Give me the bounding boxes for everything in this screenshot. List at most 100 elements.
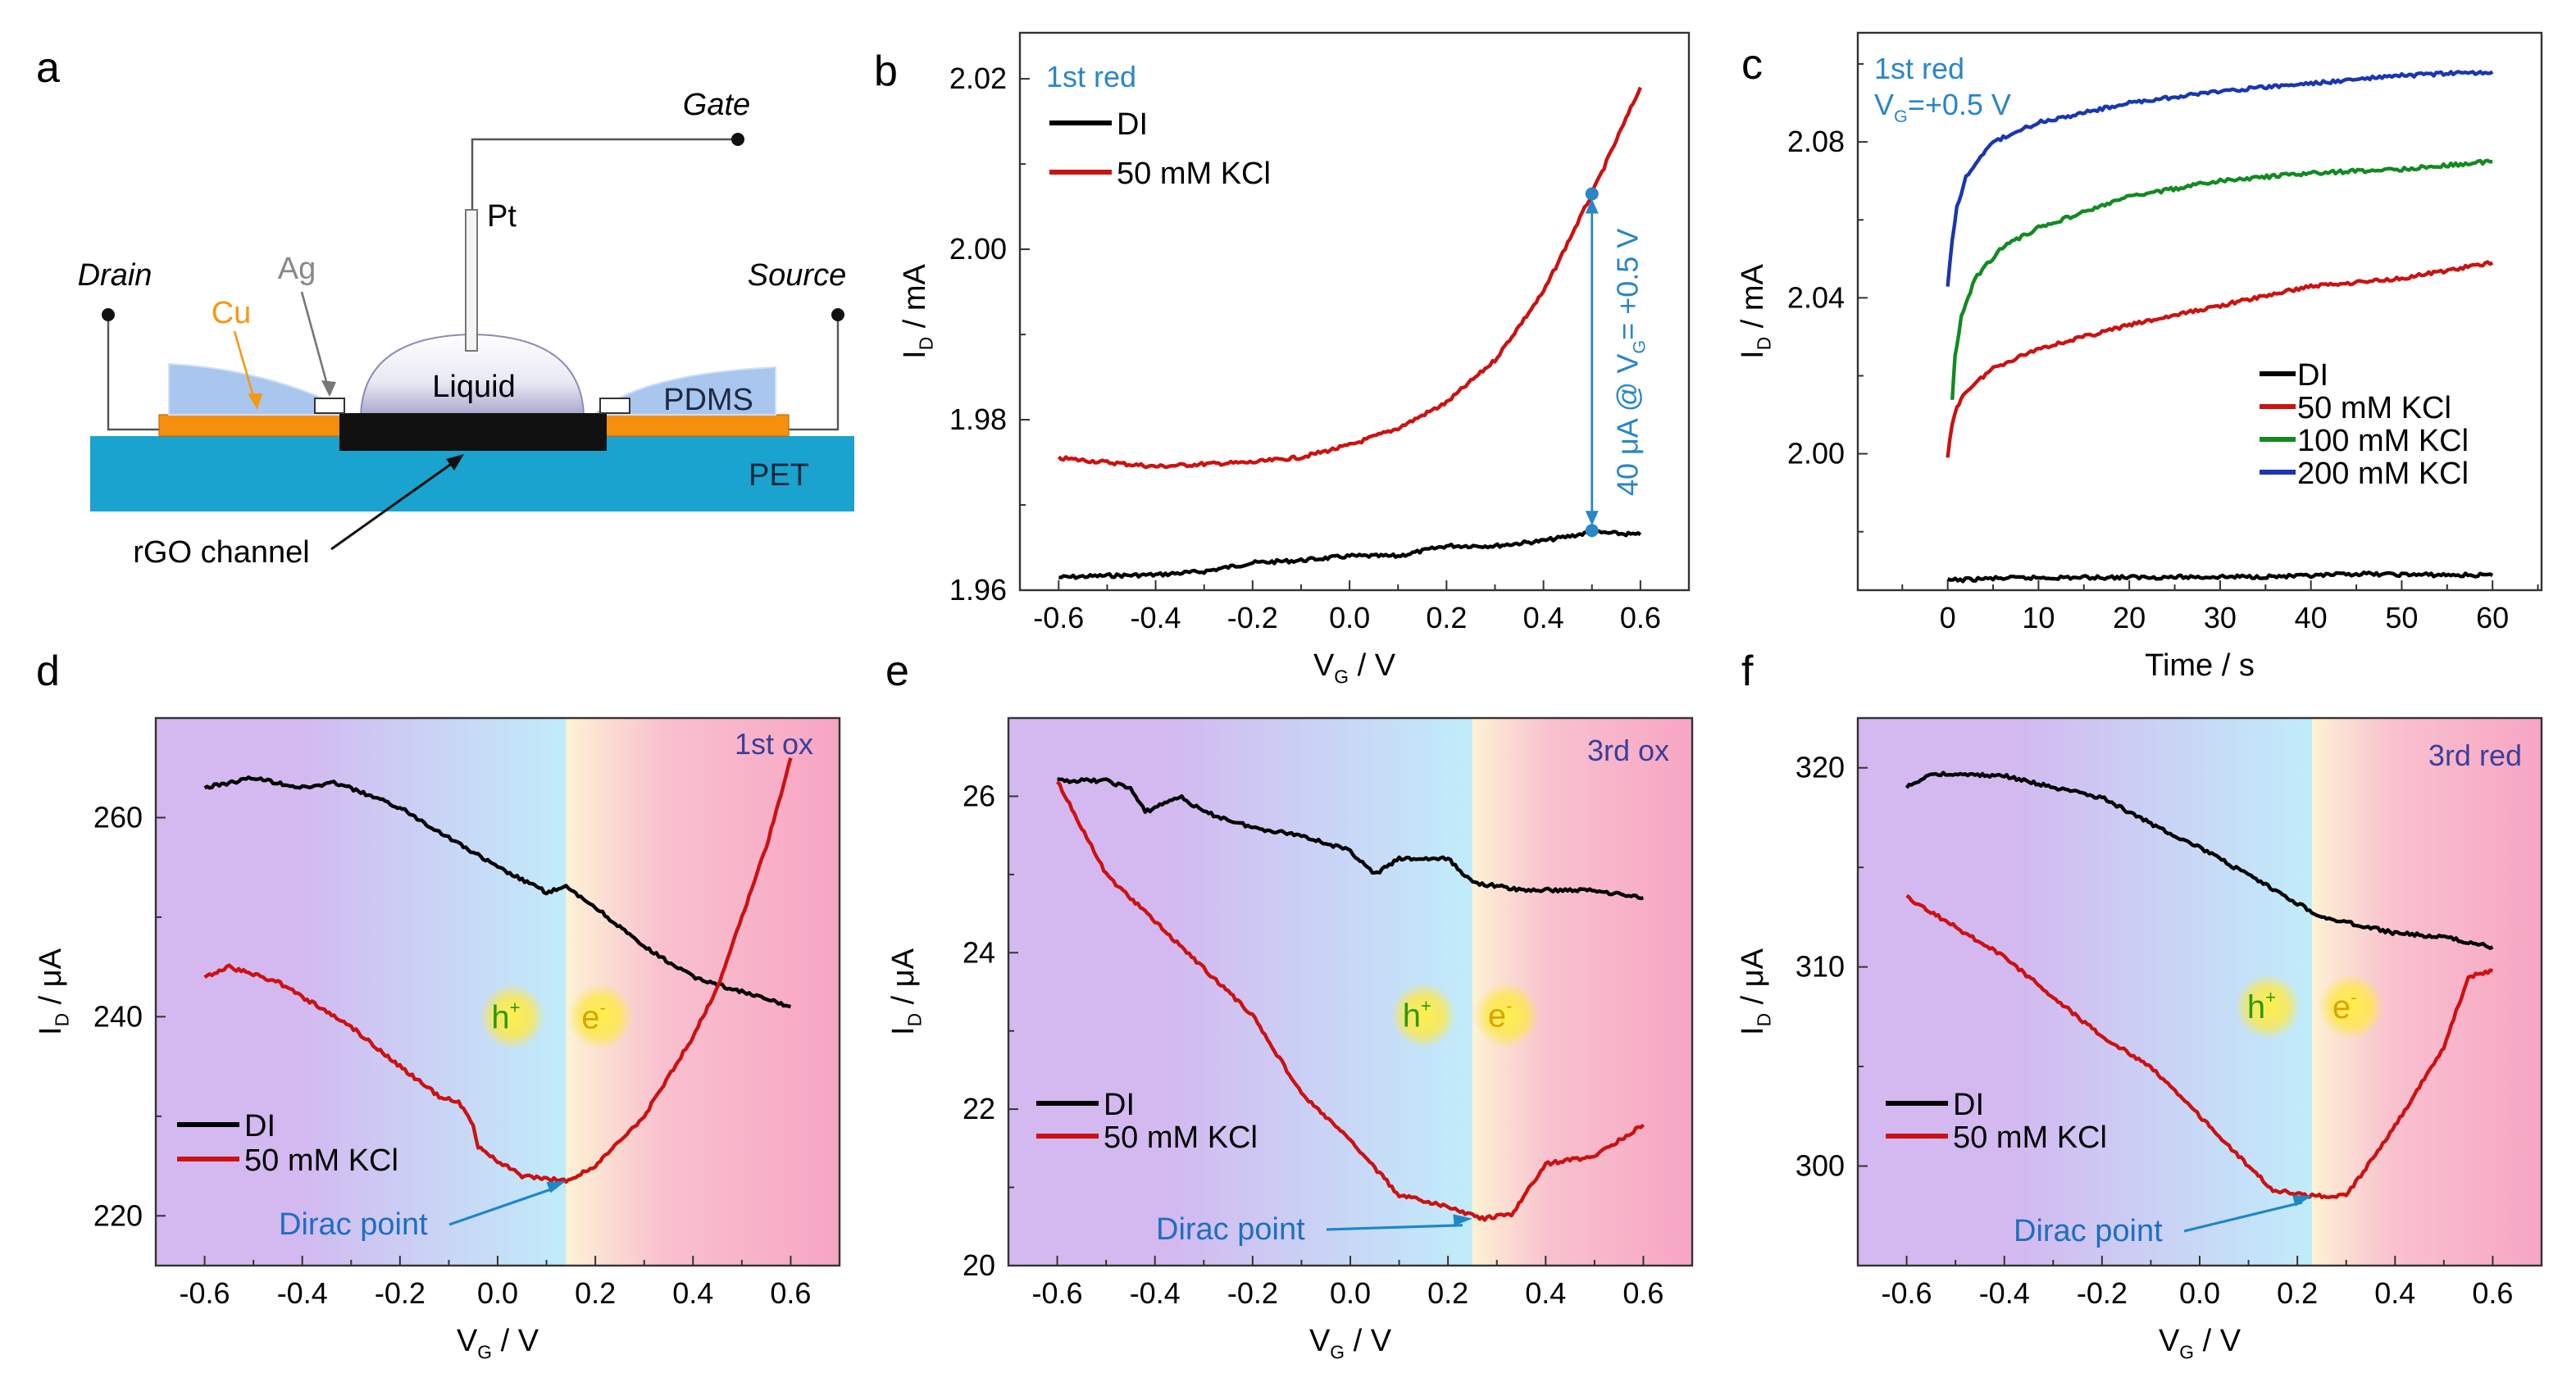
panel-letter-b: b <box>874 48 898 95</box>
marker-di <box>1585 524 1599 538</box>
label-rest: / μA <box>34 948 68 1013</box>
x-tick-label: 0.6 <box>770 1276 811 1310</box>
pt-electrode <box>465 209 478 352</box>
legend-label: 50 mM KCl <box>2297 391 2451 425</box>
y-tick-label: 24 <box>963 935 995 969</box>
device-schematic: a Gate Drain Source PET PDMS Liquid Pt <box>36 44 854 570</box>
x-tick-label: 0.6 <box>1623 1276 1663 1310</box>
x-tick-label: 0.4 <box>1525 1276 1566 1310</box>
cu-electrode-right <box>603 414 790 437</box>
electron-carrier-label: e- <box>581 997 606 1035</box>
label-rest: / μA <box>1736 948 1770 1013</box>
chart-panel-b: b -0.6 -0.4 -0.2 0.0 0.2 0.4 0.6 1.96 1.98 2.00 2.0… <box>874 31 1691 688</box>
rgo-arrow <box>330 459 457 551</box>
hole-glow <box>479 984 545 1050</box>
legend-label: 200 mM KCl <box>2297 457 2469 491</box>
x-tick-label: 20 <box>2113 601 2146 634</box>
x-tick-label: 60 <box>2476 601 2509 634</box>
panel-letter-f: f <box>1741 648 1754 695</box>
x-tick-label: -0.6 <box>1033 601 1084 634</box>
ag-contact-left <box>314 398 345 414</box>
y-tick-label: 260 <box>93 800 143 834</box>
drain-wire <box>107 315 161 431</box>
x-tick-label: 0 <box>1940 601 1956 634</box>
x-axis-label: VG / V <box>1313 648 1396 688</box>
x-tick-label: 0.0 <box>1329 601 1370 634</box>
legend-label: 50 mM KCl <box>1953 1121 2107 1155</box>
dirac-point-arrow <box>1326 1224 1463 1231</box>
pdms-label: PDMS <box>663 383 753 417</box>
liquid-label: Liquid <box>432 370 515 404</box>
rgo-channel <box>339 413 607 451</box>
chart-panel-f: f h+ e- -0.6 -0.4 -0.2 0.0 0.2 0.4 0.6 300 310 320 VG… <box>1736 648 2543 1363</box>
y-tick-label: 2.00 <box>1787 437 1845 470</box>
plot-frame <box>1856 31 2543 592</box>
series-line-di <box>1057 777 1644 901</box>
x-tick-label: -0.2 <box>2077 1276 2128 1310</box>
label-main: I <box>1736 350 1770 359</box>
label-main: V <box>1313 648 1335 683</box>
x-tick-label: 0.4 <box>672 1276 713 1310</box>
x-axis-label: VG / V <box>2159 1324 2241 1363</box>
electron-carrier-label: e- <box>2333 987 2357 1025</box>
label-rest: / mA <box>898 264 932 337</box>
series-line-50-mm-kcl <box>1946 260 2494 458</box>
panel-letter-a: a <box>36 44 60 92</box>
panel-letter-e: e <box>885 648 909 695</box>
x-tick-label: -0.4 <box>1979 1276 2030 1310</box>
x-tick-label: -0.2 <box>1227 601 1278 634</box>
label-subscript: D <box>904 1013 926 1026</box>
y-axis-label: ID / μA <box>886 948 926 1035</box>
x-tick-label: 0.0 <box>1330 1276 1371 1310</box>
label-rest: / V <box>1349 648 1396 683</box>
x-tick-label: 0.6 <box>1620 601 1661 634</box>
dirac-arrowhead <box>1453 1214 1472 1226</box>
condition-label: 3rd red <box>2428 739 2522 772</box>
label-rest: / V <box>1345 1324 1392 1358</box>
dirac-arrowhead <box>2292 1195 2313 1207</box>
label-subscript: G <box>2179 1342 2194 1363</box>
legend-label: DI <box>2297 358 2328 393</box>
source-label: Source <box>748 258 846 293</box>
hole-glow <box>1390 982 1457 1048</box>
x-tick-label: -0.6 <box>1882 1276 1932 1310</box>
label-main: I <box>1736 1026 1770 1035</box>
dirac-point-arrow <box>448 1186 557 1226</box>
electron-glow <box>567 984 634 1050</box>
ag-label: Ag <box>278 252 316 286</box>
label-subscript: G <box>1629 340 1650 354</box>
x-tick-label: 0.2 <box>1427 1276 1468 1310</box>
x-tick-label: -0.2 <box>375 1276 426 1310</box>
series-line-di <box>1058 529 1642 580</box>
y-tick-label: 310 <box>1795 950 1845 984</box>
drain-terminal <box>102 308 115 321</box>
x-tick-label: 0.4 <box>2374 1276 2415 1310</box>
pt-label: Pt <box>487 199 517 234</box>
gate-voltage-label: VG=+0.5 V <box>1874 88 2011 126</box>
panel-letter-c: c <box>1741 41 1763 89</box>
gate-wire <box>471 138 738 213</box>
label-main: V <box>1309 1324 1331 1358</box>
arrowhead-up <box>1585 198 1599 214</box>
x-tick-label: -0.6 <box>180 1276 230 1310</box>
hole-carrier-label: h+ <box>2247 987 2276 1025</box>
y-tick-label: 2.08 <box>1787 125 1845 158</box>
hole-carrier-label: h+ <box>491 997 520 1035</box>
label-rest: / V <box>2194 1324 2241 1358</box>
label-rest: = +0.5 V <box>1611 229 1645 340</box>
series-line-di <box>203 775 791 1009</box>
label-subscript: D <box>52 1013 73 1026</box>
hole-carrier-label: h+ <box>1403 996 1431 1034</box>
x-tick-label: -0.4 <box>277 1276 328 1310</box>
cu-electrode-left <box>158 414 344 437</box>
dirac-point-label: Dirac point <box>2014 1214 2163 1248</box>
difference-annotation: 40 μA @ VG= +0.5 V <box>1611 229 1650 496</box>
legend-label: DI <box>244 1109 275 1143</box>
electron-glow <box>1473 982 1540 1048</box>
label-main: 40 μA @ V <box>1611 354 1645 496</box>
rgo-label: rGO channel <box>133 535 309 570</box>
x-axis-label: VG / V <box>457 1324 539 1363</box>
y-tick-label: 2.00 <box>949 232 1007 266</box>
y-axis-label: ID / mA <box>898 264 937 359</box>
x-tick-label: 0.0 <box>2179 1276 2220 1310</box>
